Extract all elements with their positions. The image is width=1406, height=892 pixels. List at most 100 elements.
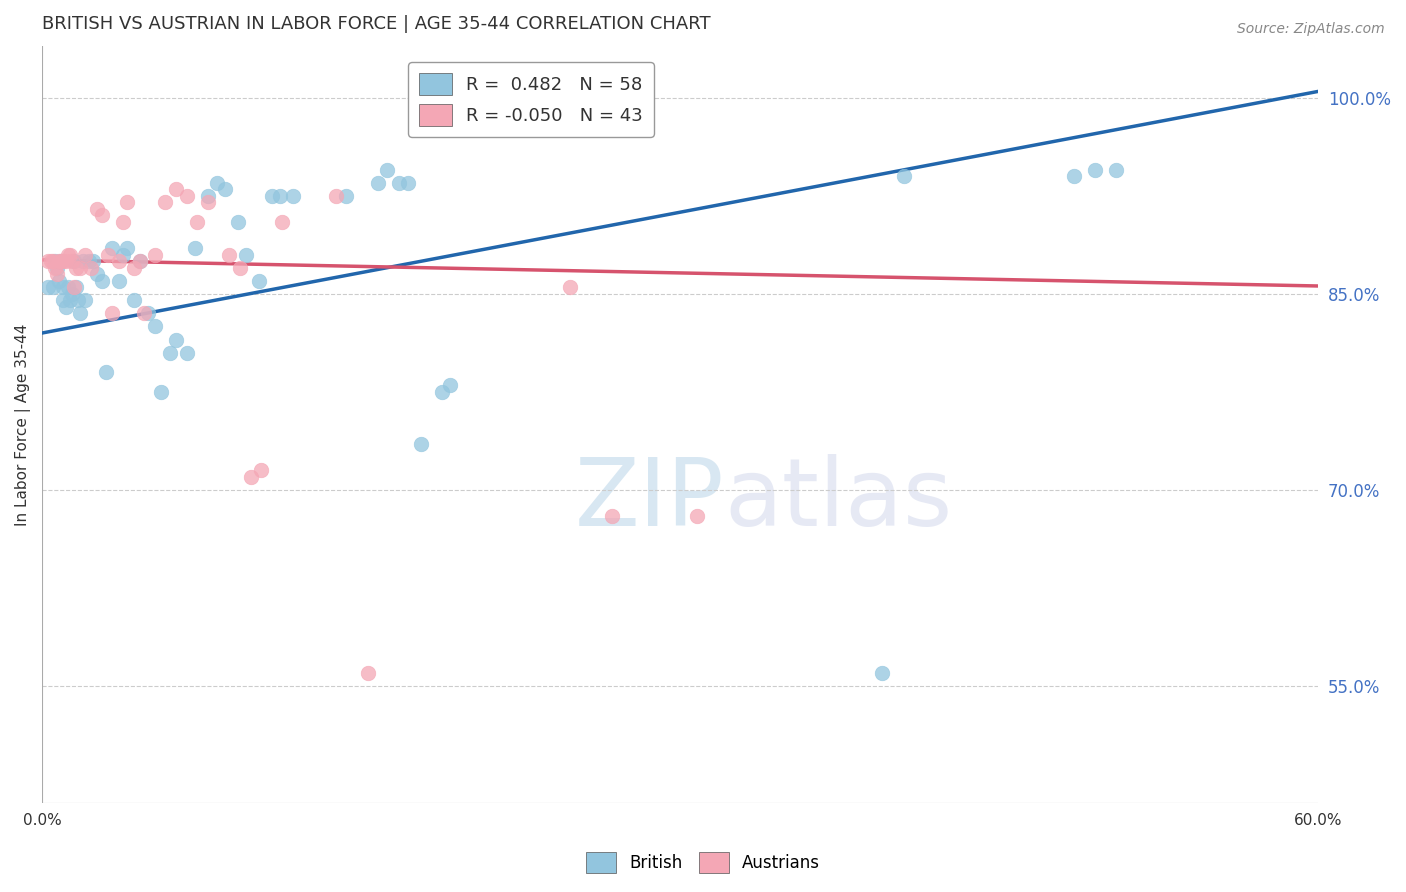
Point <box>69 306 91 320</box>
Point <box>335 189 357 203</box>
Point <box>111 215 134 229</box>
Legend: R =  0.482   N = 58, R = -0.050   N = 43: R = 0.482 N = 58, R = -0.050 N = 43 <box>409 62 654 137</box>
Point <box>176 345 198 359</box>
Point <box>269 189 291 203</box>
Point <box>107 254 129 268</box>
Point <box>67 293 90 308</box>
Point <box>281 189 304 203</box>
Point <box>150 384 173 399</box>
Point <box>97 247 120 261</box>
Point <box>55 254 77 268</box>
Point <box>73 293 96 308</box>
Point <box>111 247 134 261</box>
Point <box>239 469 262 483</box>
Point <box>60 254 83 268</box>
Point <box>430 384 453 399</box>
Point <box>52 254 75 268</box>
Point <box>271 215 294 229</box>
Point <box>101 306 124 320</box>
Point <box>184 241 207 255</box>
Point <box>46 267 69 281</box>
Point <box>165 333 187 347</box>
Point <box>90 209 112 223</box>
Point <box>229 260 252 275</box>
Point <box>115 241 138 255</box>
Point <box>55 300 77 314</box>
Point <box>138 306 160 320</box>
Point <box>129 254 152 268</box>
Point <box>82 254 104 268</box>
Point <box>42 280 65 294</box>
Point <box>159 345 181 359</box>
Point <box>260 189 283 203</box>
Text: ZIP: ZIP <box>575 454 725 546</box>
Point <box>51 254 73 268</box>
Point <box>367 176 389 190</box>
Point <box>122 260 145 275</box>
Point <box>115 195 138 210</box>
Point <box>122 293 145 308</box>
Point <box>101 241 124 255</box>
Point <box>375 162 398 177</box>
Point <box>59 293 82 308</box>
Point <box>1084 162 1107 177</box>
Point <box>52 280 75 294</box>
Point <box>59 247 82 261</box>
Point <box>686 508 709 523</box>
Point <box>69 260 91 275</box>
Point <box>73 247 96 261</box>
Point <box>63 280 86 294</box>
Point <box>439 378 461 392</box>
Point <box>250 463 273 477</box>
Point <box>165 182 187 196</box>
Point <box>226 215 249 229</box>
Point <box>44 260 66 275</box>
Point <box>56 280 79 294</box>
Point <box>214 182 236 196</box>
Point <box>1105 162 1128 177</box>
Point <box>86 267 108 281</box>
Point <box>56 247 79 261</box>
Point <box>197 195 219 210</box>
Point <box>205 176 228 190</box>
Point <box>356 665 378 680</box>
Point <box>90 274 112 288</box>
Point <box>155 195 177 210</box>
Point <box>37 280 59 294</box>
Point <box>197 189 219 203</box>
Point <box>186 215 208 229</box>
Point <box>218 247 240 261</box>
Point <box>129 254 152 268</box>
Point <box>134 306 156 320</box>
Point <box>143 319 166 334</box>
Point <box>37 254 59 268</box>
Point <box>52 293 75 308</box>
Point <box>1063 169 1085 184</box>
Point <box>60 286 83 301</box>
Point <box>63 254 86 268</box>
Point <box>39 254 62 268</box>
Point <box>80 260 103 275</box>
Point <box>893 169 915 184</box>
Point <box>51 254 73 268</box>
Text: Source: ZipAtlas.com: Source: ZipAtlas.com <box>1237 22 1385 37</box>
Point <box>409 437 432 451</box>
Point <box>65 280 87 294</box>
Y-axis label: In Labor Force | Age 35-44: In Labor Force | Age 35-44 <box>15 323 31 525</box>
Point <box>143 247 166 261</box>
Text: atlas: atlas <box>725 454 953 546</box>
Point <box>48 254 70 268</box>
Point <box>247 274 270 288</box>
Point <box>176 189 198 203</box>
Point <box>870 665 893 680</box>
Point <box>65 260 87 275</box>
Point <box>42 254 65 268</box>
Legend: British, Austrians: British, Austrians <box>579 846 827 880</box>
Point <box>46 260 69 275</box>
Point <box>396 176 419 190</box>
Point <box>86 202 108 216</box>
Point <box>325 189 347 203</box>
Point <box>77 254 100 268</box>
Point <box>107 274 129 288</box>
Point <box>72 254 94 268</box>
